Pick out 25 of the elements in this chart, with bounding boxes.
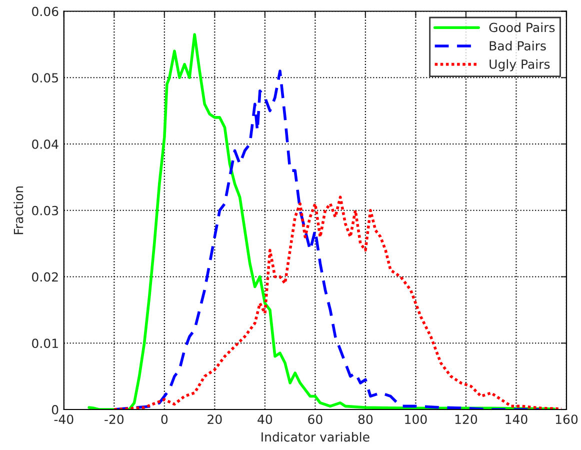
y-tick-label: 0.02 — [32, 272, 58, 282]
y-tick-label: 0.06 — [32, 6, 58, 16]
x-tick-label: 100 — [405, 414, 427, 424]
y-tick-label: 0 — [52, 404, 58, 414]
x-tick-label: 40 — [258, 414, 272, 424]
y-tick-label: 0.03 — [32, 206, 58, 216]
legend-label: Ugly Pairs — [490, 59, 550, 72]
legend-label: Good Pairs — [489, 22, 555, 32]
x-tick-label: -20 — [104, 414, 124, 424]
x-tick-label: 120 — [455, 414, 478, 424]
x-tick-label: 20 — [208, 414, 222, 424]
x-axis-title: Indicator variable — [262, 432, 370, 442]
x-tick-label: 60 — [308, 414, 322, 424]
legend-label: Bad Pairs — [490, 40, 546, 51]
y-axis-title: Fraction — [14, 186, 24, 234]
x-tick-label: -40 — [54, 414, 74, 424]
x-tick-label: 160 — [556, 414, 578, 424]
x-tick-label: 140 — [506, 414, 528, 424]
line-series — [112, 196, 563, 410]
x-tick-label: 80 — [358, 414, 373, 424]
y-tick-label: 0.01 — [32, 338, 58, 348]
y-tick-label: 0.04 — [32, 139, 58, 149]
y-tick-label: 0.05 — [32, 73, 58, 83]
line-series — [88, 33, 556, 410]
x-tick-label: 0 — [161, 414, 168, 424]
